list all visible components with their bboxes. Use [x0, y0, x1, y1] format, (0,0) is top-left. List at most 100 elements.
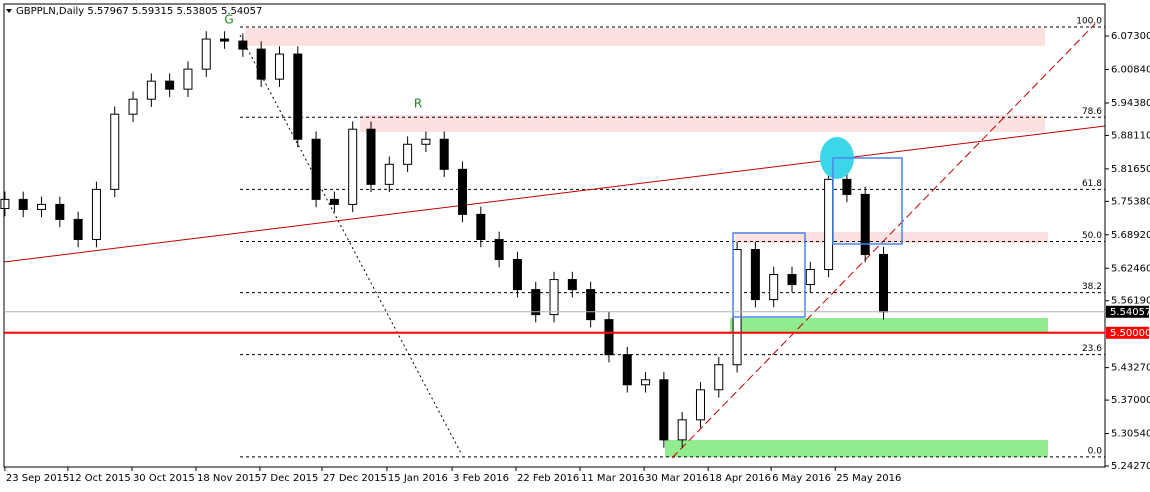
x-tick-label: 11 Mar 2016	[581, 473, 644, 484]
plot-border	[3, 3, 1106, 468]
fib-label: 100.0	[1076, 17, 1102, 27]
candle-body	[494, 238, 504, 261]
candle-body	[421, 138, 431, 145]
x-tick-label: 18 Apr 2016	[709, 473, 771, 484]
candle-body	[695, 389, 705, 421]
y-tick-label: 5.24270	[1111, 461, 1150, 472]
candle-body	[165, 80, 175, 90]
candle-body	[567, 279, 577, 291]
trend-line	[239, 34, 463, 456]
y-tick-label: 5.94380	[1111, 98, 1150, 109]
candle-body	[366, 128, 376, 185]
x-tick-label: 15 Jan 2016	[388, 473, 448, 484]
candle-body	[73, 218, 83, 240]
candle-body	[201, 38, 211, 70]
candle-body	[805, 268, 815, 286]
candle-body	[128, 98, 138, 115]
candle-body	[146, 80, 156, 100]
fib-label: 50.0	[1082, 231, 1102, 241]
price-tag	[1106, 305, 1149, 318]
fib-label: 78.6	[1082, 107, 1102, 117]
axes: 6.07300 6.00840 5.94380 5.88110 5.81650 5.753…	[4, 31, 1150, 484]
y-tick-label: 5.68920	[1111, 230, 1150, 241]
candle-body	[512, 259, 522, 291]
candle-body	[37, 203, 47, 210]
x-tick-label: 12 Oct 2015	[69, 473, 131, 484]
trend-line	[671, 23, 1096, 459]
candle-body	[659, 379, 669, 441]
annotation: G	[224, 13, 233, 27]
candle-body	[750, 249, 760, 301]
candle-body	[18, 198, 28, 210]
candles	[0, 31, 889, 448]
zone	[735, 232, 1048, 243]
candle-body	[439, 138, 449, 170]
y-tick-label: 6.07300	[1111, 31, 1150, 42]
x-tick-label: 6 May 2016	[772, 473, 831, 484]
candle-body	[622, 354, 632, 386]
y-tick-label: 5.37000	[1111, 395, 1150, 406]
x-tick-label: 7 Dec 2015	[261, 473, 319, 484]
candle-body	[348, 128, 358, 205]
candle-body	[732, 249, 742, 366]
x-tick-label: 23 Sep 2015	[6, 473, 69, 484]
candle-body	[55, 203, 65, 220]
candle-body	[549, 279, 559, 316]
price-tag-label: 5.50000	[1110, 328, 1150, 339]
candle-body	[183, 68, 193, 90]
candle-body	[0, 198, 10, 209]
y-tick-label: 5.62460	[1111, 263, 1150, 274]
y-tick-label: 5.75380	[1111, 196, 1150, 207]
candle-body	[531, 289, 541, 316]
candle-body	[842, 178, 852, 195]
x-tick-label: 18 Nov 2015	[197, 473, 261, 484]
box	[832, 157, 903, 245]
box	[732, 232, 806, 318]
zone	[245, 28, 1045, 46]
candle-body	[769, 274, 779, 301]
price-tag-label: 5.54057	[1110, 307, 1150, 318]
candle-body	[311, 138, 321, 200]
chart-title: GBPPLN,Daily 5.57967 5.59315 5.53805 5.5…	[16, 6, 262, 17]
candle-body	[879, 253, 889, 313]
candle-body	[274, 53, 284, 80]
x-tick-label: 25 May 2016	[836, 473, 901, 484]
candle-body	[641, 379, 651, 386]
candle-body	[238, 40, 248, 50]
candle-body	[586, 289, 596, 321]
x-tick-label: 27 Dec 2015	[323, 473, 387, 484]
candle-body	[384, 163, 394, 185]
y-tick-label: 5.30540	[1111, 429, 1150, 440]
zone	[730, 318, 1048, 332]
candle-body	[293, 53, 303, 140]
candle-body	[91, 188, 101, 240]
x-tick-label: 30 Oct 2015	[133, 473, 195, 484]
candle-body	[860, 193, 870, 255]
fib-label: 23.6	[1082, 344, 1102, 354]
candle-body	[110, 113, 120, 190]
fibonacci: 100.0 78.6 61.8 50.0 38.2 23.6 0.0	[240, 17, 1105, 458]
fib-label: 61.8	[1082, 179, 1102, 189]
candle-body	[604, 319, 614, 356]
candle-body	[220, 38, 230, 42]
candle-body	[329, 198, 339, 205]
candle-body	[476, 213, 486, 240]
y-tick-label: 6.00840	[1111, 65, 1150, 76]
fib-label: 38.2	[1082, 282, 1102, 292]
price-tag	[1106, 326, 1149, 339]
menu-icon[interactable]	[6, 9, 12, 13]
candle-body	[787, 274, 797, 286]
candle-body	[458, 168, 468, 215]
y-tick-label: 5.43270	[1111, 363, 1150, 374]
candle-body	[677, 419, 687, 441]
candle-body	[403, 143, 413, 165]
x-tick-label: 22 Feb 2016	[517, 473, 579, 484]
candle-body	[824, 178, 834, 270]
zone	[360, 115, 1045, 132]
trend-line	[3, 125, 1106, 263]
fib-label: 0.0	[1088, 446, 1103, 456]
candle-body	[714, 364, 724, 391]
zone	[665, 440, 1048, 457]
